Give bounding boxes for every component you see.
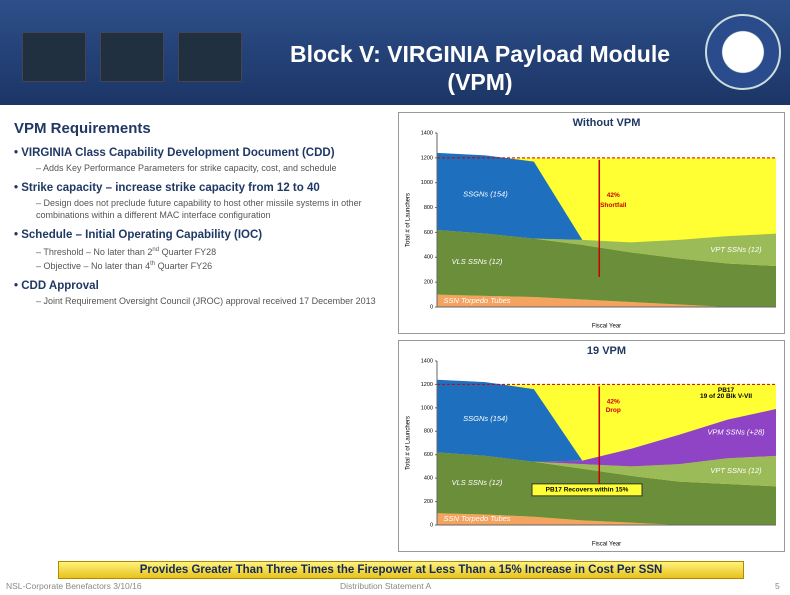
- y-tick-label: 800: [424, 205, 433, 211]
- y-tick-label: 0: [430, 522, 433, 528]
- sub-bullet: Objective – No later than 4th Quarter FY…: [36, 258, 394, 272]
- chart-title: 19 VPM: [587, 345, 626, 357]
- y-tick-label: 1000: [421, 180, 433, 186]
- series-label: VLS SSNs (12): [452, 478, 503, 487]
- annotation: PB17: [718, 387, 735, 394]
- superscript: nd: [152, 247, 160, 253]
- y-tick-label: 1200: [421, 382, 433, 388]
- x-axis-label: Fiscal Year: [592, 542, 621, 548]
- sub-text: Quarter FY26: [155, 261, 213, 271]
- series-label: VLS SSNs (12): [452, 257, 503, 266]
- y-tick-label: 200: [424, 499, 433, 505]
- superscript: th: [150, 261, 156, 267]
- sub-text: Joint Requirement Oversight Council (JRO…: [43, 296, 376, 306]
- annotation: PB17 Recovers within 15%: [546, 487, 629, 494]
- y-tick-label: 800: [424, 429, 433, 435]
- logo: [705, 14, 781, 90]
- heading: VPM Requirements: [14, 120, 151, 137]
- y-tick-label: 600: [424, 230, 433, 236]
- photo: [178, 32, 242, 82]
- y-axis-label: Total # of Launchers: [406, 416, 412, 470]
- area: [437, 152, 776, 243]
- annotation: Drop: [606, 407, 621, 414]
- y-tick-label: 0: [430, 304, 433, 310]
- y-tick-label: 1200: [421, 155, 433, 161]
- annotation-box: [531, 483, 643, 497]
- area: [437, 229, 776, 266]
- sub-bullet: Joint Requirement Oversight Council (JRO…: [36, 295, 394, 307]
- page-number: 5: [775, 581, 780, 591]
- bullet: CDD Approval: [14, 280, 394, 292]
- photo: [100, 32, 164, 82]
- y-tick-label: 1000: [421, 405, 433, 411]
- annotation: Shortfall: [600, 202, 627, 209]
- series-label: VPT SSNs (12): [710, 466, 762, 475]
- area: [437, 513, 776, 525]
- annotation: 42%: [607, 399, 620, 406]
- photo: [22, 32, 86, 82]
- requirements: VPM Requirements VIRGINIA Class Capabili…: [14, 120, 394, 307]
- header: Block V: VIRGINIA Payload Module (VPM): [0, 0, 790, 105]
- x-axis-label: Fiscal Year: [592, 324, 621, 330]
- y-tick-label: 600: [424, 452, 433, 458]
- y-tick-label: 400: [424, 255, 433, 261]
- y-tick-label: 1400: [421, 130, 433, 136]
- chart-title: Without VPM: [573, 117, 641, 129]
- series-label: SSGNs (154): [463, 190, 508, 199]
- area: [437, 409, 776, 467]
- y-tick-label: 1400: [421, 358, 433, 364]
- series-label: SSGNs (154): [463, 414, 508, 423]
- sub-bullet: Threshold – No later than 2nd Quarter FY…: [36, 244, 394, 258]
- sub-text: Objective – No later than 4: [43, 261, 151, 271]
- bullet: Strike capacity – increase strike capaci…: [14, 182, 394, 194]
- sub-bullet: Design does not preclude future capabili…: [36, 197, 394, 221]
- sub-text: Quarter FY28: [159, 247, 217, 257]
- title: Block V: VIRGINIA Payload Module (VPM): [290, 41, 670, 95]
- banner: Provides Greater Than Three Times the Fi…: [58, 561, 744, 579]
- sub-text: Threshold – No later than 2: [43, 247, 153, 257]
- series-label: SSN Torpedo Tubes: [443, 514, 510, 523]
- area: [437, 379, 776, 462]
- series-label: SSN Torpedo Tubes: [443, 296, 510, 305]
- sub-text: Design does not preclude future capabili…: [36, 198, 362, 220]
- area: [437, 452, 776, 487]
- area: [437, 294, 776, 307]
- y-tick-label: 200: [424, 280, 433, 286]
- area: [437, 229, 776, 307]
- footer-center: Distribution Statement A: [340, 581, 432, 591]
- series-label: VPM SSNs (+28): [707, 427, 765, 436]
- annotation: 42%: [607, 192, 620, 199]
- chart: Without VPM Total # of Launchers Fiscal Ye…: [398, 112, 785, 334]
- sub-text: Adds Key Performance Parameters for stri…: [43, 163, 337, 173]
- chart: 19 VPM Total # of Launchers Fiscal Year 0 20…: [398, 340, 785, 552]
- bullet: Schedule – Initial Operating Capability …: [14, 229, 394, 241]
- series-label: VPT SSNs (12): [710, 245, 762, 254]
- sub-bullet: Adds Key Performance Parameters for stri…: [36, 162, 394, 174]
- y-tick-label: 400: [424, 476, 433, 482]
- bullet: VIRGINIA Class Capability Development Do…: [14, 147, 394, 159]
- footer-left: NSL-Corporate Benefactors 3/10/16: [6, 581, 142, 591]
- annotation: 19 of 20 Blk V-VII: [700, 393, 752, 400]
- y-axis-label: Total # of Launchers: [406, 193, 412, 247]
